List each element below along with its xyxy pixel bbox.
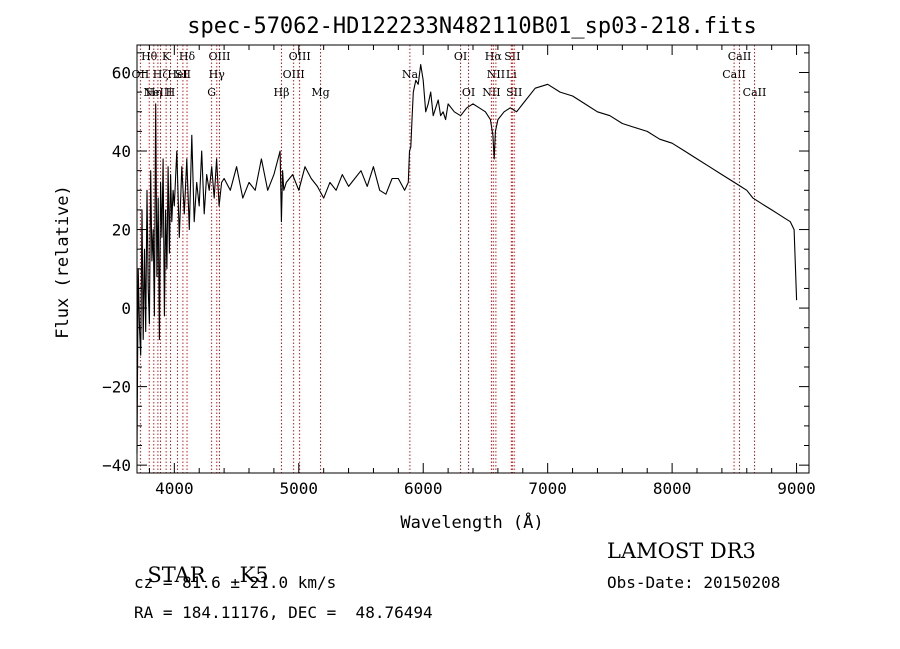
class-label: STAR: [147, 563, 206, 587]
line-marker-label: Hη: [146, 86, 162, 99]
line-marker-label: OIII: [289, 50, 311, 63]
chart-title: spec-57062-HD122233N482110B01_sp03-218.f…: [187, 14, 757, 39]
redshift-label: cz = 81.6 ± 21.0 km/s: [134, 573, 337, 592]
x-tick-label: 6000: [404, 479, 443, 498]
y-tick-label: −20: [102, 378, 131, 397]
line-marker-label: Mg: [311, 86, 329, 99]
axes: 4000 5000 6000 7000 8000 9000 −40 −20 0 20 40 60: [102, 45, 816, 498]
line-marker-label: K: [162, 50, 171, 63]
line-marker-label: H: [166, 86, 176, 99]
line-marker-label: OI: [454, 50, 467, 63]
line-marker-label: Li: [506, 68, 517, 81]
subclass-label: K5: [239, 563, 269, 587]
object-class: STAR K5: [134, 539, 269, 587]
y-tick-label: 40: [112, 142, 131, 161]
line-marker-label: Hθ: [141, 50, 158, 63]
line-marker-label: NII: [482, 86, 500, 99]
plot-frame: [136, 44, 810, 474]
line-marker-label: Na: [402, 68, 419, 81]
line-marker-label: Hγ: [209, 68, 226, 81]
y-tick-label: 0: [121, 299, 131, 318]
spectrum-line: [136, 64, 798, 454]
line-marker-label: Hβ: [274, 86, 290, 99]
line-marker-label: CaII: [722, 68, 746, 81]
line-marker-label: G: [207, 86, 216, 99]
line-marker-label: NII: [487, 68, 505, 81]
line-marker-label: NeIII: [143, 86, 172, 99]
line-marker-label: OIII: [283, 68, 305, 81]
x-tick-label: 9000: [777, 479, 816, 498]
line-marker-label: OII: [132, 68, 150, 81]
line-marker-label: SII: [504, 50, 520, 63]
line-marker-label: SII: [175, 68, 191, 81]
x-axis-label: Wavelength (Å): [400, 511, 543, 533]
survey-label: LAMOST DR3: [607, 539, 756, 563]
line-marker-label: CaII: [728, 50, 752, 63]
y-tick-label: −40: [102, 456, 131, 475]
x-tick-label: 5000: [280, 479, 319, 498]
y-tick-label: 60: [112, 63, 131, 82]
line-markers: OIIHθHηNeIIIHζKHHeISIIHδGHγOIIIHβOIIIOII…: [132, 45, 767, 473]
x-tick-label: 4000: [155, 479, 194, 498]
x-tick-label: 8000: [653, 479, 692, 498]
coordinates-label: RA = 184.11176, DEC = 48.76494: [134, 603, 433, 622]
line-marker-label: Hζ: [153, 68, 169, 81]
line-marker-label: Hα: [485, 50, 503, 63]
data-series: [136, 64, 798, 454]
line-marker-label: SII: [506, 86, 522, 99]
x-tick-label: 7000: [528, 479, 567, 498]
y-axis-label: Flux (relative): [53, 185, 73, 339]
line-marker-label: OI: [462, 86, 475, 99]
y-tick-label: 20: [112, 221, 131, 240]
line-marker-label: OIII: [208, 50, 230, 63]
obs-date-label: Obs-Date: 20150208: [607, 573, 781, 592]
line-marker-label: CaII: [743, 86, 767, 99]
line-marker-label: Hδ: [179, 50, 196, 63]
